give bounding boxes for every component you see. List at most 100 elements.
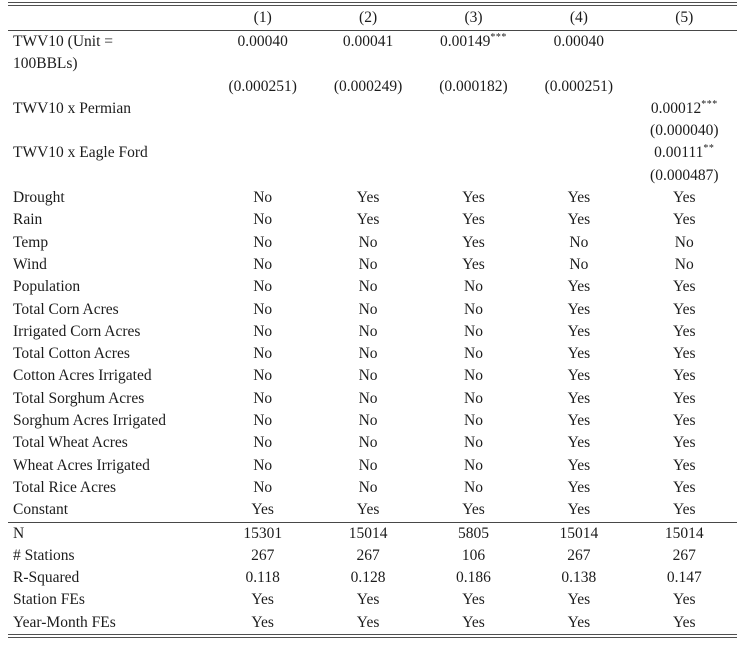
cell: Yes <box>673 322 696 340</box>
cell <box>315 98 420 120</box>
table-row: TWV10 x Permian 0.00012*** <box>8 98 737 120</box>
table-row: Total Sorghum Acres No No No Yes Yes <box>8 388 737 410</box>
cell: 0.138 <box>561 569 597 587</box>
table-row: Constant Yes Yes Yes Yes Yes <box>8 499 737 522</box>
cell: Yes <box>567 412 591 430</box>
significance-stars: *** <box>490 31 507 43</box>
cell: No <box>253 211 273 229</box>
cell <box>421 98 526 120</box>
table-row: Drought No Yes Yes Yes Yes <box>8 187 737 209</box>
row-label: Total Rice Acres <box>13 478 117 496</box>
cell <box>526 98 631 120</box>
table-row: Cotton Acres Irrigated No No No Yes Yes <box>8 365 737 387</box>
cell: No <box>253 322 273 340</box>
row-label: Total Sorghum Acres <box>13 389 145 407</box>
row-label: N <box>13 524 25 542</box>
row-label: Irrigated Corn Acres <box>13 322 141 340</box>
cell: Yes <box>673 478 696 496</box>
cell <box>315 142 420 164</box>
table-row: Station FEs Yes Yes Yes Yes Yes <box>8 589 737 611</box>
cell: (0.000487) <box>650 166 719 184</box>
cell: No <box>464 367 483 385</box>
cell: 0.00040 <box>237 33 288 50</box>
cell <box>210 120 315 142</box>
row-label: Sorghum Acres Irrigated <box>13 412 166 430</box>
row-label <box>8 76 210 98</box>
table-row: TWV10 (Unit = 0.00040 0.00041 0.00149*** 0.0… <box>8 31 737 54</box>
cell: No <box>464 456 483 474</box>
cell: Yes <box>462 613 485 631</box>
cell: (0.000040) <box>650 122 719 140</box>
cell <box>526 165 631 187</box>
cell <box>526 120 631 142</box>
cell: 0.00012*** <box>650 98 718 117</box>
table-row: Total Cotton Acres No No No Yes Yes <box>8 343 737 365</box>
summary-statistics-section: N 15301 15014 5805 15014 15014 # Stations 267 26… <box>8 522 737 634</box>
row-label: Station FEs <box>13 591 85 609</box>
cell: No <box>358 322 378 340</box>
cell: No <box>569 255 589 273</box>
table-row: Sorghum Acres Irrigated No No No Yes Yes <box>8 410 737 432</box>
cell: Yes <box>567 278 591 296</box>
cell: No <box>358 300 378 318</box>
cell: 0.00149*** <box>440 31 507 50</box>
cell: Yes <box>251 591 274 609</box>
cell: No <box>464 345 483 363</box>
cell <box>421 53 526 75</box>
row-label: Total Wheat Acres <box>13 434 128 452</box>
cell <box>632 53 737 75</box>
cell: Yes <box>567 501 591 519</box>
cell: 0.186 <box>456 569 491 587</box>
cell: (0.000182) <box>439 77 508 95</box>
cell: Yes <box>356 501 380 519</box>
row-label: 100BBLs) <box>13 55 78 73</box>
cell: Yes <box>567 456 591 474</box>
row-label: Wheat Acres Irrigated <box>13 456 150 474</box>
cell: 267 <box>251 546 275 564</box>
cell: Yes <box>567 322 591 340</box>
row-label: R-Squared <box>13 569 80 587</box>
regression-table: (1) (2) (3) (4) (5) TWV10 (Unit = 0.00040 0.00… <box>8 6 737 634</box>
significance-stars: *** <box>701 98 718 110</box>
cell: Yes <box>673 300 696 318</box>
cell: No <box>358 367 378 385</box>
cell: No <box>253 345 273 363</box>
cell: Yes <box>567 591 591 609</box>
cell: Yes <box>462 591 485 609</box>
cell: No <box>674 233 694 251</box>
cell: No <box>253 412 273 430</box>
row-label: TWV10 x Eagle Ford <box>13 144 148 162</box>
row-label: Wind <box>13 255 47 273</box>
cell: Yes <box>356 591 380 609</box>
table-header: (1) (2) (3) (4) (5) <box>8 6 737 31</box>
row-label: Total Corn Acres <box>13 300 119 318</box>
row-label: # Stations <box>13 546 75 564</box>
cell: No <box>358 345 378 363</box>
cell: Yes <box>567 389 591 407</box>
table-row: Wheat Acres Irrigated No No No Yes Yes <box>8 455 737 477</box>
row-label: Rain <box>13 211 43 229</box>
cell <box>526 142 631 164</box>
cell <box>315 165 420 187</box>
cell: No <box>464 412 483 430</box>
cell: 15014 <box>664 524 704 542</box>
cell: No <box>358 434 378 452</box>
cell: 0.128 <box>350 569 386 587</box>
cell: No <box>464 434 483 452</box>
row-label <box>8 165 210 187</box>
table-row: Year-Month FEs Yes Yes Yes Yes Yes <box>8 612 737 634</box>
cell: No <box>253 434 273 452</box>
cell: No <box>253 389 273 407</box>
cell: Yes <box>567 211 591 229</box>
cell <box>421 142 526 164</box>
column-header-5: (5) <box>675 9 694 26</box>
cell: No <box>674 255 694 273</box>
cell: Yes <box>567 613 591 631</box>
cell: No <box>358 412 378 430</box>
cell: 15301 <box>243 524 283 542</box>
cell: Yes <box>567 367 591 385</box>
table-row: 100BBLs) <box>8 53 737 75</box>
cell: No <box>253 367 273 385</box>
cell: Yes <box>462 211 485 229</box>
coefficients-and-controls-section: TWV10 (Unit = 0.00040 0.00041 0.00149*** 0.0… <box>8 31 737 523</box>
